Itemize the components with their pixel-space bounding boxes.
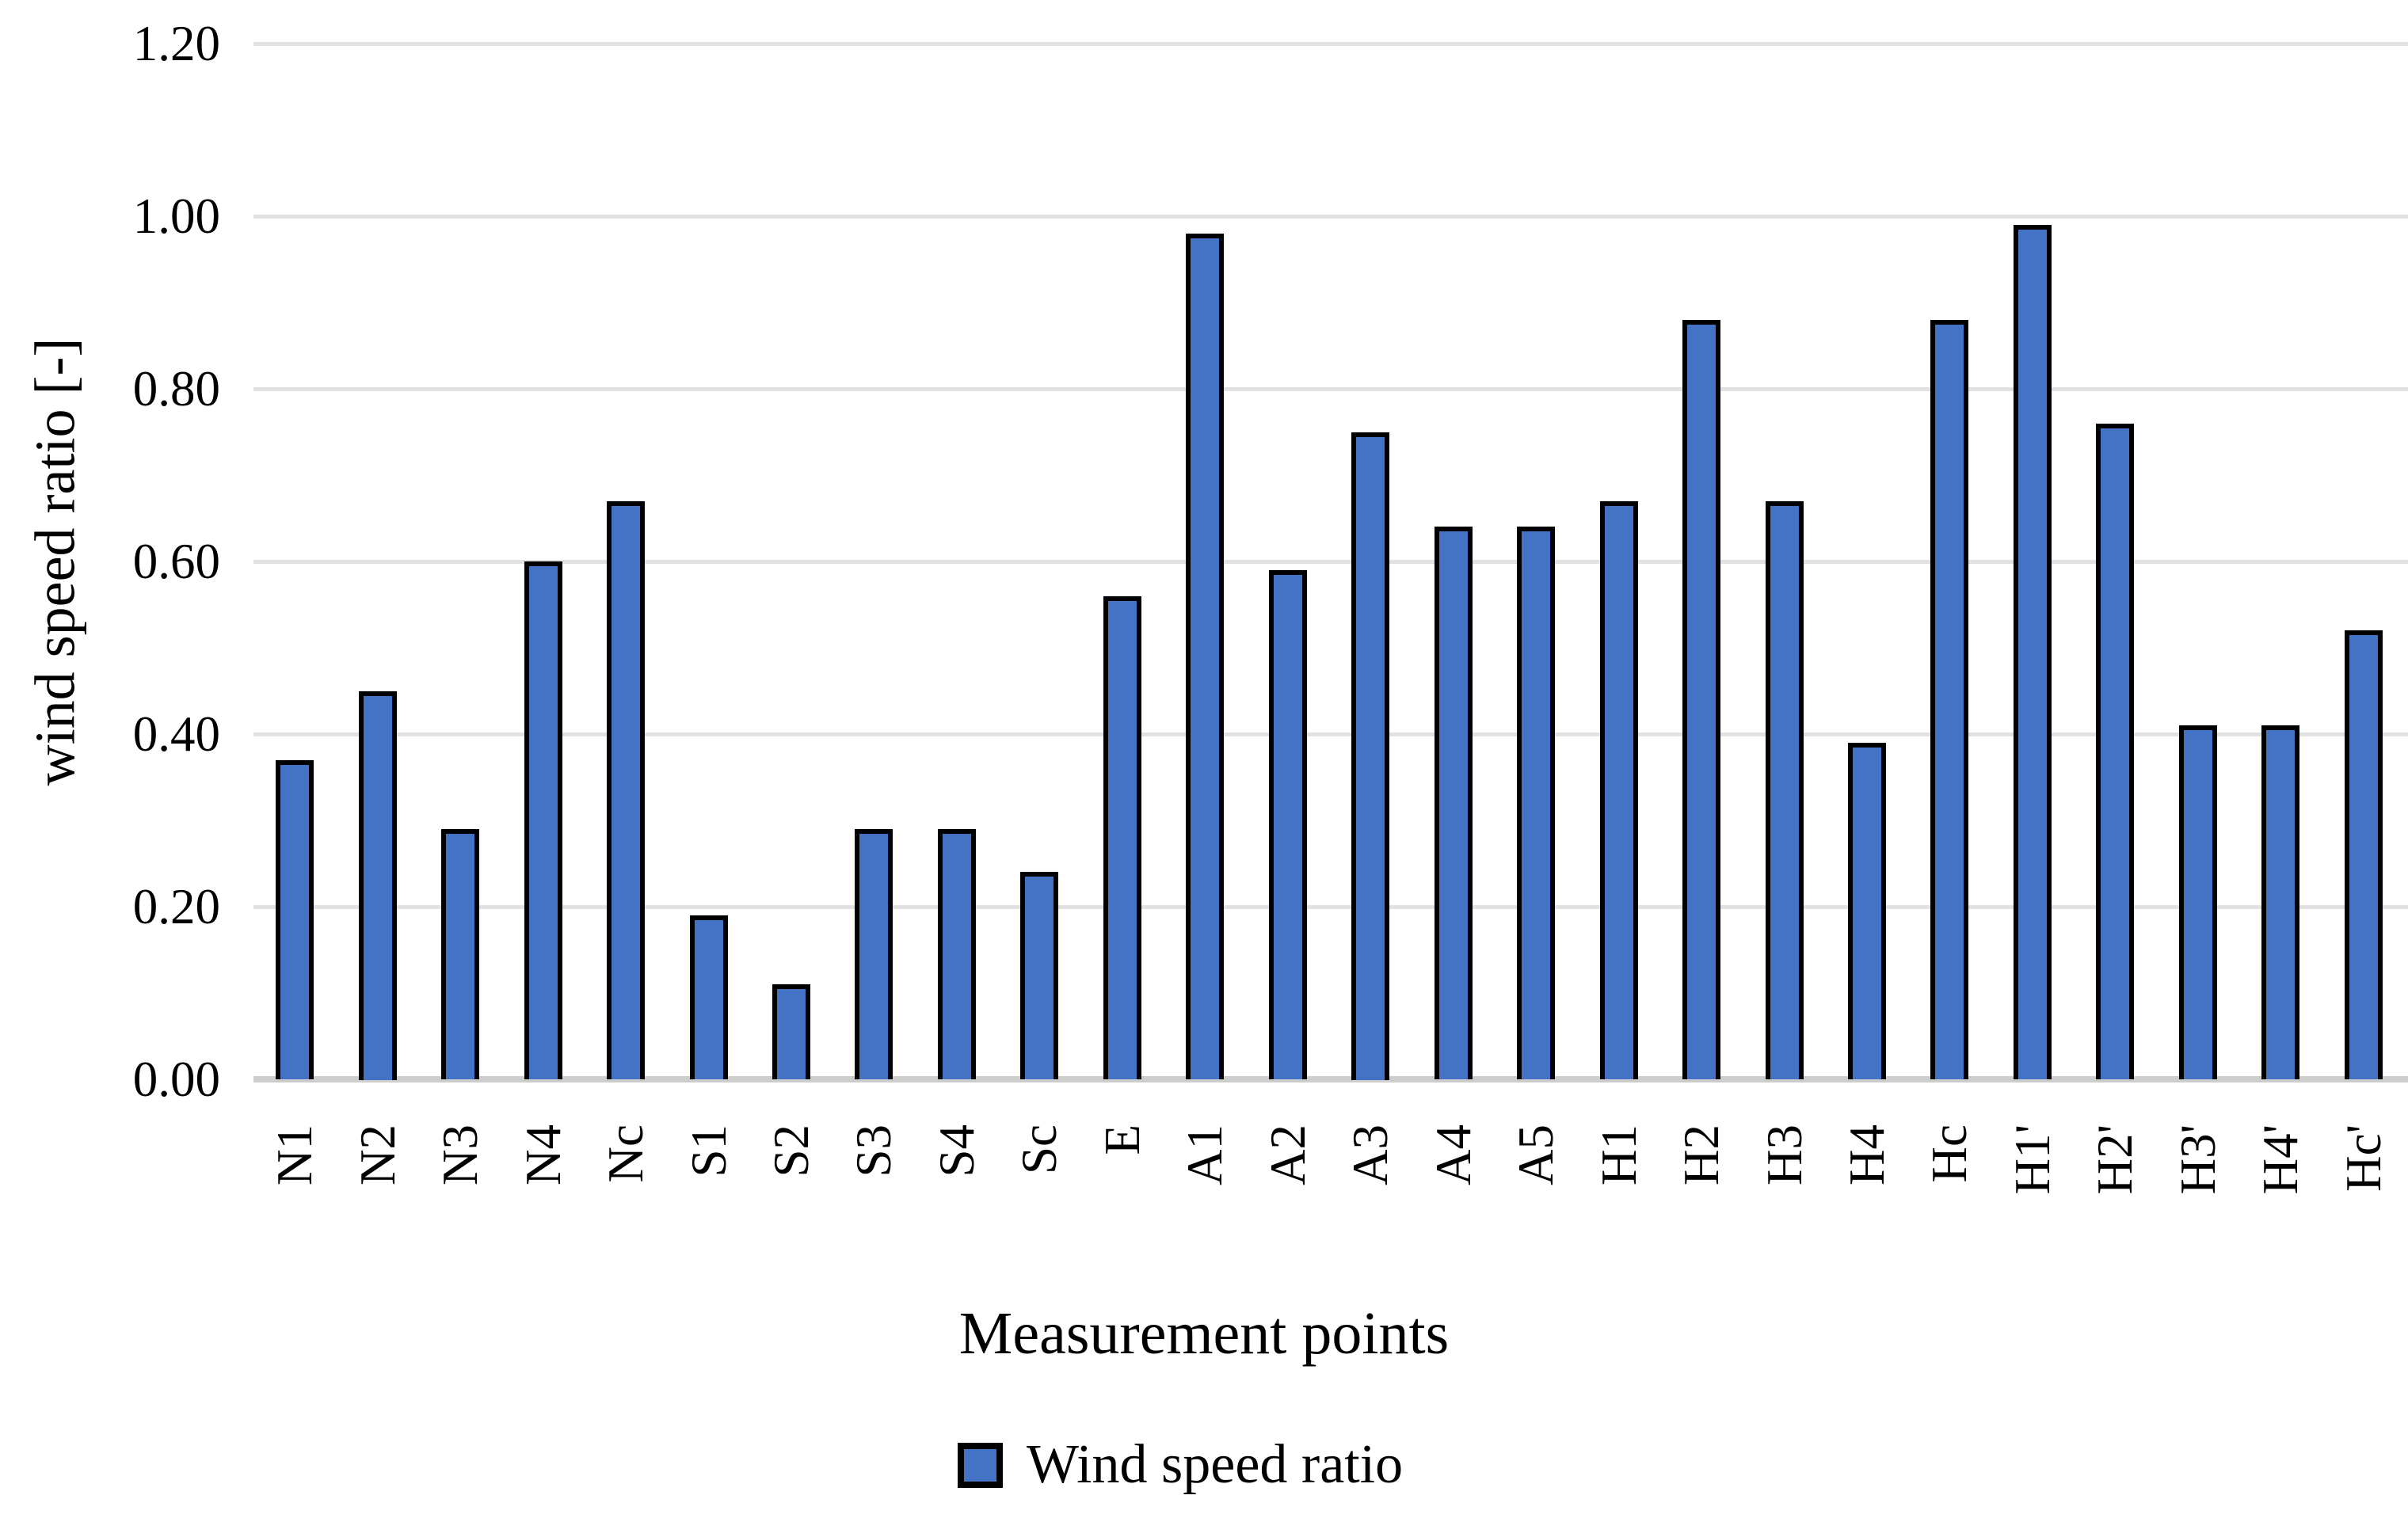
bar-N2: [359, 691, 397, 1080]
x-tick-label: N3: [432, 1124, 488, 1185]
x-tick-label: H1: [1591, 1124, 1647, 1185]
bar-A5: [1517, 527, 1555, 1079]
gridline: [253, 732, 2408, 736]
bar-Hc': [2345, 630, 2383, 1079]
bar-H3': [2179, 725, 2217, 1079]
bar-H3: [1766, 501, 1804, 1079]
bar-E: [1103, 596, 1141, 1079]
y-tick-label: 0.00: [132, 1052, 220, 1107]
bar-Nc: [607, 501, 645, 1079]
x-tick-label: H3': [2170, 1124, 2226, 1195]
bar-A2: [1269, 570, 1307, 1079]
x-tick-label: Hc: [1922, 1124, 1977, 1183]
x-tick-label: A1: [1177, 1124, 1233, 1185]
bar-H4: [1848, 743, 1886, 1079]
x-tick-label: Sc: [1012, 1124, 1067, 1174]
x-tick-label: H3: [1757, 1124, 1812, 1185]
bar-N4: [524, 561, 562, 1079]
bar-S3: [855, 829, 893, 1079]
y-tick-label: 1.20: [132, 16, 220, 71]
x-tick-label: S2: [764, 1124, 819, 1177]
y-tick-label: 0.80: [132, 361, 220, 417]
gridline: [253, 905, 2408, 909]
bar-H2: [1682, 320, 1720, 1079]
x-tick-label: H4': [2253, 1124, 2308, 1195]
x-tick-label: N2: [350, 1124, 406, 1185]
bar-A4: [1435, 527, 1473, 1079]
x-tick-label: A2: [1260, 1124, 1316, 1185]
x-tick-label: A3: [1343, 1124, 1398, 1185]
x-tick-label: A5: [1508, 1124, 1564, 1185]
legend-label: Wind speed ratio: [1026, 1434, 1404, 1495]
bar-S4: [938, 829, 976, 1079]
x-tick-label: S1: [681, 1124, 737, 1177]
x-tick-label: H4: [1839, 1124, 1895, 1185]
bar-N1: [276, 760, 314, 1079]
gridline: [253, 42, 2408, 46]
x-tick-label: A4: [1426, 1124, 1481, 1185]
y-tick-label: 1.00: [132, 188, 220, 244]
gridline: [253, 215, 2408, 219]
bar-S2: [772, 984, 810, 1079]
bar-H1': [2014, 225, 2052, 1079]
bar-H2': [2096, 424, 2134, 1079]
bar-A1: [1186, 234, 1224, 1079]
y-tick-label: 0.20: [132, 879, 220, 934]
gridline: [253, 560, 2408, 564]
x-tick-label: N1: [267, 1124, 322, 1185]
x-tick-label: N4: [516, 1124, 571, 1185]
x-tick-label: H2': [2087, 1124, 2143, 1195]
bar-S1: [690, 915, 728, 1079]
bar-H1: [1600, 501, 1638, 1079]
x-axis-line: [253, 1076, 2408, 1082]
y-tick-label: 0.40: [132, 706, 220, 762]
x-tick-label: Nc: [598, 1124, 653, 1183]
bar-H4': [2261, 725, 2299, 1079]
x-tick-label: H2: [1674, 1124, 1729, 1185]
gridline: [253, 387, 2408, 391]
bar-Hc: [1930, 320, 1968, 1079]
x-tick-label: S4: [929, 1124, 985, 1177]
bar-Sc: [1020, 872, 1058, 1079]
bar-A3: [1351, 432, 1389, 1080]
legend: Wind speed ratio: [0, 1435, 2384, 1495]
x-tick-label: S3: [846, 1124, 901, 1177]
x-tick-label: E: [1095, 1124, 1150, 1155]
legend-swatch-icon: [957, 1442, 1003, 1488]
x-tick-label: H1': [2005, 1124, 2060, 1195]
x-axis-title: Measurement points: [958, 1300, 1450, 1367]
bar-N3: [441, 829, 479, 1079]
x-tick-label: Hc': [2336, 1124, 2391, 1192]
y-tick-label: 0.60: [132, 534, 220, 589]
